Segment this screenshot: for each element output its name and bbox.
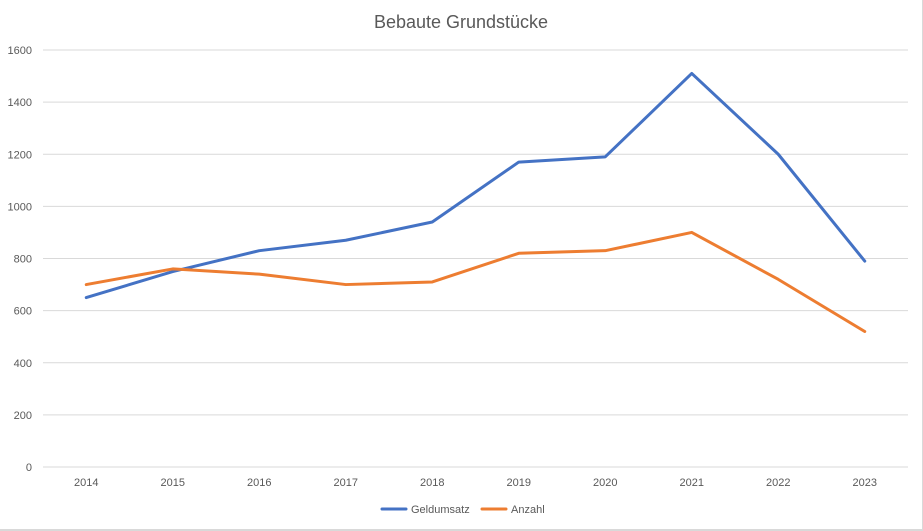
y-tick-label: 0: [26, 462, 32, 474]
x-tick-label: 2021: [680, 477, 704, 489]
y-tick-label: 1200: [8, 149, 32, 161]
x-tick-label: 2014: [74, 477, 98, 489]
x-tick-label: 2018: [420, 477, 444, 489]
x-tick-label: 2020: [593, 477, 617, 489]
y-tick-label: 200: [14, 410, 32, 422]
x-tick-label: 2023: [853, 477, 877, 489]
gridlines: [43, 49, 908, 468]
y-tick-label: 400: [14, 358, 32, 370]
x-tick-label: 2019: [507, 477, 531, 489]
series-geldumsatz: [84, 71, 867, 300]
y-tick-label: 1400: [8, 97, 32, 109]
y-tick-label: 800: [14, 254, 32, 266]
legend-item-anzahl: Anzahl: [480, 504, 545, 516]
series-line-anzahl: [84, 230, 867, 333]
x-tick-label: 2015: [161, 477, 185, 489]
y-axis: 0 200 400 600 800 1000 1200 1400 1600: [8, 45, 32, 474]
x-tick-label: 2022: [766, 477, 790, 489]
x-axis: 2014 2015 2016 2017 2018 2019 2020 2021 2022 2023: [74, 477, 877, 489]
x-tick-label: 2017: [334, 477, 358, 489]
legend-label: Anzahl: [511, 504, 545, 516]
series-line-geldumsatz: [84, 71, 867, 300]
y-tick-label: 1000: [8, 201, 32, 213]
series-anzahl: [84, 230, 867, 333]
data-series: [84, 71, 867, 333]
y-tick-label: 600: [14, 306, 32, 318]
x-tick-label: 2016: [247, 477, 271, 489]
chart-title: Bebaute Grundstücke: [374, 12, 548, 32]
legend: Geldumsatz Anzahl: [380, 504, 545, 516]
y-tick-label: 1600: [8, 45, 32, 57]
legend-item-geldumsatz: Geldumsatz: [380, 504, 470, 516]
legend-label: Geldumsatz: [411, 504, 470, 516]
